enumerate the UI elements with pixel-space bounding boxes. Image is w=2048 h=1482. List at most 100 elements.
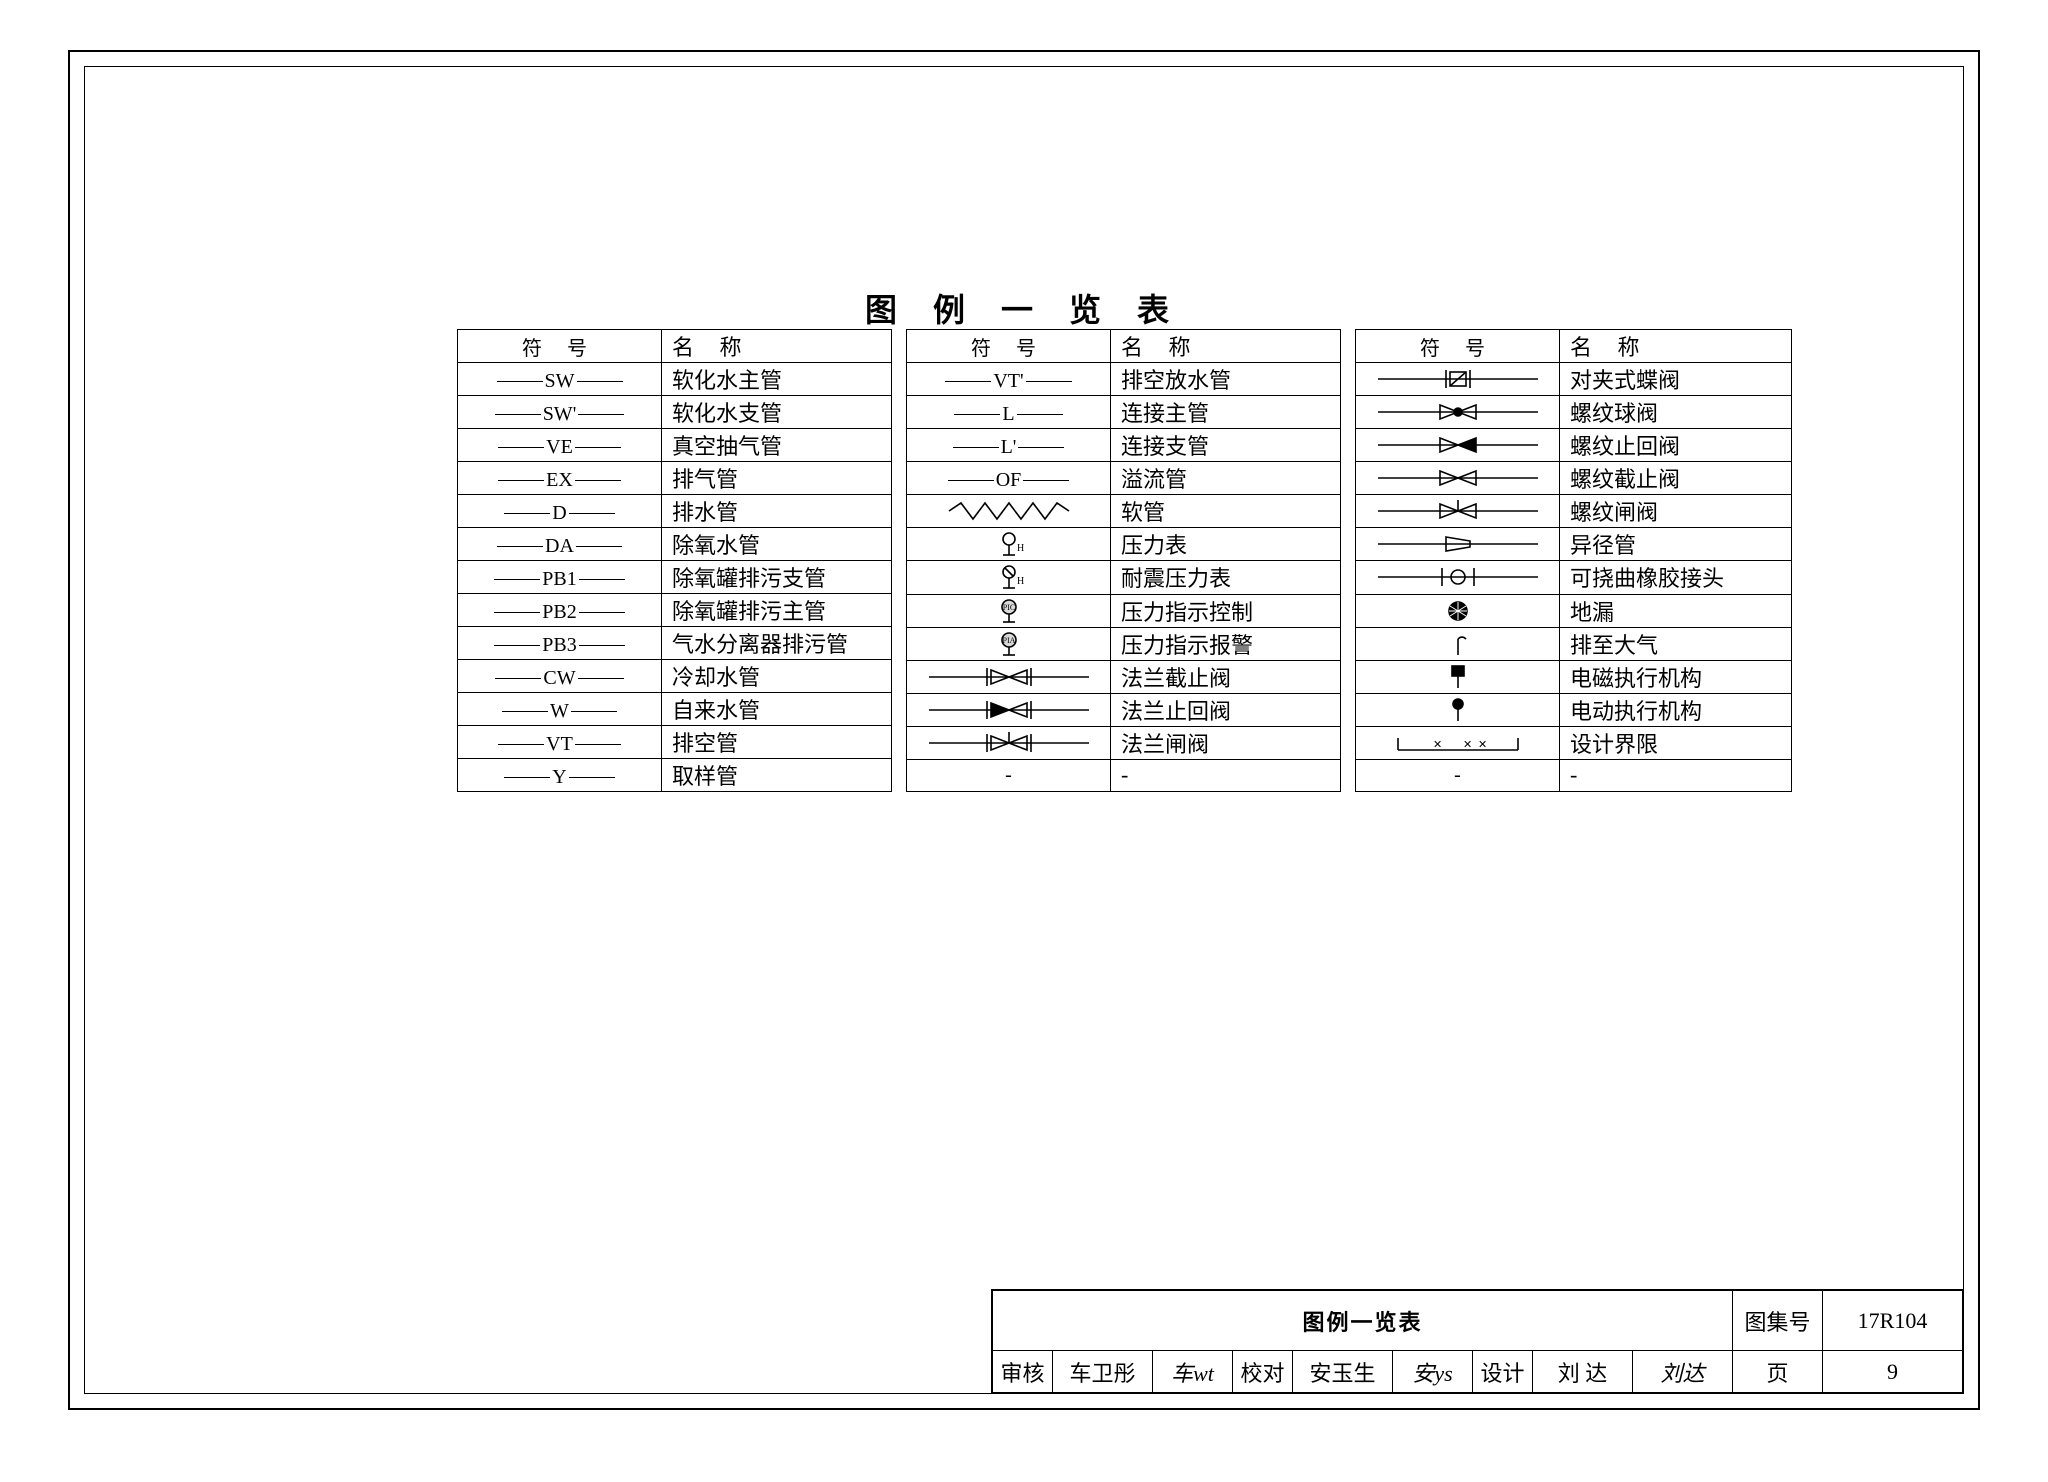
name-cell: - (1560, 759, 1792, 791)
symbol-cell: PB1 (458, 561, 662, 594)
table-row: 法兰闸阀 (907, 726, 1341, 759)
table-row: H压力表 (907, 528, 1341, 561)
name-cell: 取样管 (662, 759, 892, 792)
name-cell: 除氧水管 (662, 528, 892, 561)
symbol-cell (907, 660, 1111, 693)
symbol-cell: DA (458, 528, 662, 561)
legend-col-2: 符 号 名 称 VT'排空放水管 L 连接主管 L' 连接支管OF溢流管软管H压… (906, 329, 1341, 792)
table-row: SW'软化水支管 (458, 396, 892, 429)
symbol-cell: L' (907, 429, 1111, 462)
header-symbol: 符 号 (1356, 330, 1560, 363)
table-row: 电动执行机构 (1356, 693, 1792, 726)
table-row: PB3气水分离器排污管 (458, 627, 892, 660)
symbol-cell (907, 693, 1111, 726)
symbol-cell: VT (458, 726, 662, 759)
name-cell: 排空管 (662, 726, 892, 759)
table-row: 法兰截止阀 (907, 660, 1341, 693)
legend-tables: 符 号 名 称 SW软化水主管SW'软化水支管VE真空抽气管EX排气管 D 排水… (457, 329, 1815, 792)
table-row: SW软化水主管 (458, 363, 892, 396)
symbol-cell: PB2 (458, 594, 662, 627)
table-row: 法兰止回阀 (907, 693, 1341, 726)
table-row: PIA压力指示报警 (907, 627, 1341, 660)
symbol-cell (1356, 363, 1560, 396)
name-cell: 螺纹球阀 (1560, 396, 1792, 429)
svg-text:✕: ✕ (1463, 739, 1472, 751)
symbol-cell: - (1356, 759, 1560, 791)
name-cell: 法兰截止阀 (1111, 660, 1341, 693)
symbol-cell: L (907, 396, 1111, 429)
tb-check-name: 安玉生 (1293, 1351, 1393, 1393)
symbol-cell (1356, 462, 1560, 495)
name-cell: 法兰闸阀 (1111, 726, 1341, 759)
symbol-cell (1356, 627, 1560, 660)
symbol-cell: CW (458, 660, 662, 693)
table-row: 可挠曲橡胶接头 (1356, 561, 1792, 594)
name-cell: 自来水管 (662, 693, 892, 726)
name-cell: 软化水支管 (662, 396, 892, 429)
table-row: H耐震压力表 (907, 561, 1341, 594)
name-cell: 压力指示控制 (1111, 594, 1341, 627)
table-row: D 排水管 (458, 495, 892, 528)
table-row: OF溢流管 (907, 462, 1341, 495)
tb-design-label: 设计 (1473, 1351, 1533, 1393)
tb-book-label: 图集号 (1733, 1291, 1823, 1351)
table-row: 螺纹闸阀 (1356, 495, 1792, 528)
symbol-cell (1356, 660, 1560, 693)
tb-review-name: 车卫彤 (1053, 1351, 1153, 1393)
symbol-cell (907, 495, 1111, 528)
table-row: EX排气管 (458, 462, 892, 495)
symbol-cell (1356, 528, 1560, 561)
table-row: 地漏 (1356, 594, 1792, 627)
name-cell: 异径管 (1560, 528, 1792, 561)
symbol-cell: - (907, 759, 1111, 791)
symbol-cell: PIC (907, 594, 1111, 627)
symbol-cell (1356, 693, 1560, 726)
legend-col-1: 符 号 名 称 SW软化水主管SW'软化水支管VE真空抽气管EX排气管 D 排水… (457, 329, 892, 792)
symbol-cell: SW' (458, 396, 662, 429)
symbol-cell: VE (458, 429, 662, 462)
tb-design-sig: 刘达 (1633, 1351, 1733, 1393)
symbol-cell: VT' (907, 363, 1111, 396)
name-cell: 除氧罐排污主管 (662, 594, 892, 627)
header-row: 符 号 名 称 (458, 330, 892, 363)
table-row: PIC 压力指示控制 (907, 594, 1341, 627)
table-row: Y 取样管 (458, 759, 892, 792)
symbol-cell (1356, 396, 1560, 429)
header-name: 名 称 (1560, 330, 1792, 363)
svg-text:PIC: PIC (1002, 603, 1014, 612)
symbol-cell: D (458, 495, 662, 528)
name-cell: - (1111, 759, 1341, 791)
name-cell: 软化水主管 (662, 363, 892, 396)
header-name: 名 称 (1111, 330, 1341, 363)
svg-text:✕: ✕ (1433, 739, 1442, 751)
symbol-cell: Y (458, 759, 662, 792)
symbol-cell (1356, 594, 1560, 627)
symbol-cell: PIA (907, 627, 1111, 660)
name-cell: 地漏 (1560, 594, 1792, 627)
name-cell: 排气管 (662, 462, 892, 495)
tb-review-sig: 车wt (1153, 1351, 1233, 1393)
name-cell: 连接主管 (1111, 396, 1341, 429)
symbol-cell: H (907, 528, 1111, 561)
svg-text:H: H (1017, 576, 1024, 587)
name-cell: 压力指示报警 (1111, 627, 1341, 660)
symbol-cell (1356, 429, 1560, 462)
col3-body: 对夹式蝶阀螺纹球阀螺纹止回阀螺纹截止阀螺纹闸阀异径管可挠曲橡胶接头地漏排至大气电… (1356, 363, 1792, 792)
tb-review-label: 审核 (993, 1351, 1053, 1393)
table-row: L' 连接支管 (907, 429, 1341, 462)
table-row: VT'排空放水管 (907, 363, 1341, 396)
name-cell: 真空抽气管 (662, 429, 892, 462)
name-cell: 设计界限 (1560, 726, 1792, 759)
tb-design-name: 刘 达 (1533, 1351, 1633, 1393)
table-row: 软管 (907, 495, 1341, 528)
name-cell: 气水分离器排污管 (662, 627, 892, 660)
name-cell: 排至大气 (1560, 627, 1792, 660)
table-row: PB2除氧罐排污主管 (458, 594, 892, 627)
name-cell: 压力表 (1111, 528, 1341, 561)
tb-page-value: 9 (1823, 1351, 1963, 1393)
name-cell: 连接支管 (1111, 429, 1341, 462)
legend-col-3: 符 号 名 称 对夹式蝶阀螺纹球阀螺纹止回阀螺纹截止阀螺纹闸阀异径管可挠曲橡胶接… (1355, 329, 1792, 792)
name-cell: 溢流管 (1111, 462, 1341, 495)
table-row: DA除氧水管 (458, 528, 892, 561)
name-cell: 螺纹止回阀 (1560, 429, 1792, 462)
